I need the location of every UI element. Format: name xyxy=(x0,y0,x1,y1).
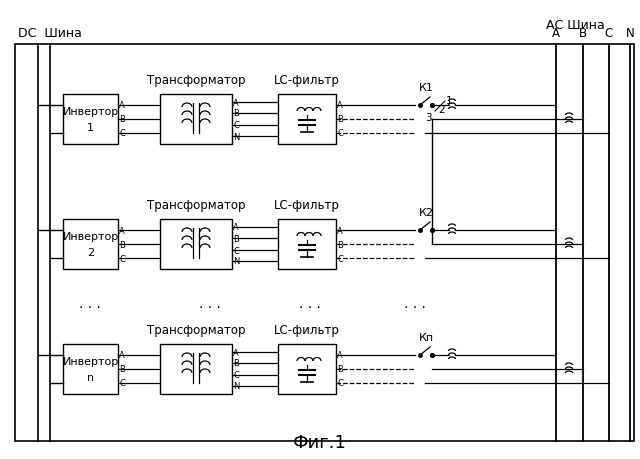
Text: 3: 3 xyxy=(425,113,431,123)
Bar xyxy=(278,344,336,394)
Text: 1: 1 xyxy=(87,123,94,133)
Text: АС Шина: АС Шина xyxy=(546,19,604,32)
Text: C: C xyxy=(337,129,343,138)
Text: 2: 2 xyxy=(87,247,94,257)
Text: Трансформатор: Трансформатор xyxy=(147,323,245,336)
Text: C: C xyxy=(605,27,613,40)
Text: C: C xyxy=(119,129,125,138)
Text: Фиг.1: Фиг.1 xyxy=(293,433,347,451)
Text: B: B xyxy=(119,115,125,124)
Text: B: B xyxy=(119,240,125,249)
Text: Инвертор: Инвертор xyxy=(62,231,118,241)
Text: · · ·: · · · xyxy=(199,300,221,314)
Bar xyxy=(160,95,232,145)
Text: N: N xyxy=(233,132,239,141)
Bar xyxy=(15,45,634,441)
Text: B: B xyxy=(233,234,239,243)
Text: · · ·: · · · xyxy=(299,300,321,314)
Text: A: A xyxy=(119,351,125,360)
Text: A: A xyxy=(233,98,239,107)
Bar xyxy=(63,95,118,145)
Text: К2: К2 xyxy=(419,207,433,218)
Bar xyxy=(160,219,232,269)
Bar xyxy=(278,219,336,269)
Text: LC-фильтр: LC-фильтр xyxy=(274,323,340,336)
Text: C: C xyxy=(337,379,343,388)
Text: 2: 2 xyxy=(438,105,445,115)
Text: B: B xyxy=(337,115,343,124)
Text: C: C xyxy=(119,379,125,388)
Text: · · ·: · · · xyxy=(79,300,101,314)
Text: B: B xyxy=(233,359,239,368)
Text: C: C xyxy=(233,371,239,380)
Text: Трансформатор: Трансформатор xyxy=(147,199,245,212)
Bar xyxy=(63,219,118,269)
Text: C: C xyxy=(119,254,125,263)
Text: A: A xyxy=(119,101,125,110)
Bar xyxy=(278,95,336,145)
Text: LC-фильтр: LC-фильтр xyxy=(274,199,340,212)
Text: A: A xyxy=(337,226,343,235)
Text: C: C xyxy=(233,246,239,255)
Text: Инвертор: Инвертор xyxy=(62,107,118,117)
Text: Кп: Кп xyxy=(419,332,433,342)
Text: A: A xyxy=(337,351,343,360)
Text: N: N xyxy=(233,257,239,266)
Text: B: B xyxy=(337,240,343,249)
Text: LC-фильтр: LC-фильтр xyxy=(274,74,340,87)
Text: B: B xyxy=(119,365,125,374)
Text: N: N xyxy=(233,382,239,391)
Text: B: B xyxy=(233,109,239,118)
Text: · · ·: · · · xyxy=(404,300,426,314)
Text: DC  Шина: DC Шина xyxy=(18,27,82,40)
Bar xyxy=(160,344,232,394)
Text: A: A xyxy=(233,223,239,232)
Text: A: A xyxy=(119,226,125,235)
Text: B: B xyxy=(337,365,343,374)
Text: n: n xyxy=(87,372,94,382)
Text: Трансформатор: Трансформатор xyxy=(147,74,245,87)
Text: A: A xyxy=(552,27,560,40)
Text: C: C xyxy=(233,121,239,130)
Text: C: C xyxy=(337,254,343,263)
Text: A: A xyxy=(233,348,239,357)
Bar xyxy=(63,344,118,394)
Text: A: A xyxy=(337,101,343,110)
Text: Инвертор: Инвертор xyxy=(62,356,118,366)
Text: N: N xyxy=(626,27,634,40)
Text: B: B xyxy=(579,27,587,40)
Text: К1: К1 xyxy=(419,83,433,93)
Text: 1: 1 xyxy=(446,96,452,106)
